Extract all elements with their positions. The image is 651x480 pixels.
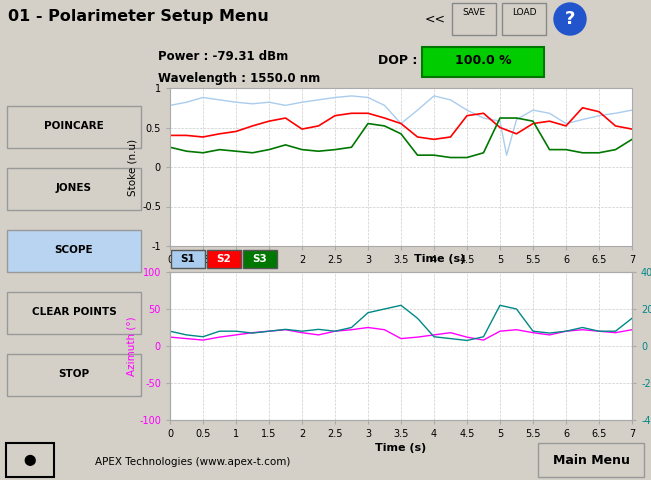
FancyBboxPatch shape [7,230,141,272]
FancyBboxPatch shape [243,250,277,268]
Circle shape [554,3,586,35]
FancyBboxPatch shape [207,250,241,268]
Text: SCOPE: SCOPE [55,245,93,255]
Text: DOP :: DOP : [378,53,417,67]
Text: Power : -79.31 dBm: Power : -79.31 dBm [158,50,288,63]
Text: 100.0 %: 100.0 % [454,53,511,67]
FancyBboxPatch shape [6,443,54,477]
FancyBboxPatch shape [7,354,141,396]
Text: LOAD: LOAD [512,8,536,17]
Text: JONES: JONES [56,183,92,193]
FancyBboxPatch shape [422,47,544,77]
Text: Time (s): Time (s) [415,254,465,264]
FancyBboxPatch shape [452,3,496,35]
FancyBboxPatch shape [7,106,141,148]
Text: S2: S2 [217,254,231,264]
Text: SAVE: SAVE [462,8,486,17]
Y-axis label: Stoke (n.u): Stoke (n.u) [128,138,138,195]
Text: ⬤: ⬤ [23,455,36,466]
Text: Main Menu: Main Menu [553,454,630,467]
Text: STOP: STOP [59,369,90,379]
Text: ?: ? [565,10,575,28]
FancyBboxPatch shape [502,3,546,35]
FancyBboxPatch shape [7,168,141,210]
Text: 01 - Polarimeter Setup Menu: 01 - Polarimeter Setup Menu [8,9,269,24]
FancyBboxPatch shape [171,250,205,268]
FancyBboxPatch shape [7,292,141,334]
Text: APEX Technologies (www.apex-t.com): APEX Technologies (www.apex-t.com) [95,457,290,467]
Text: POINCARE: POINCARE [44,121,104,131]
Text: S3: S3 [253,254,268,264]
Text: CLEAR POINTS: CLEAR POINTS [32,307,117,317]
Y-axis label: Azimuth (°): Azimuth (°) [126,316,136,376]
FancyBboxPatch shape [538,443,644,477]
Text: S1: S1 [180,254,195,264]
Text: <<: << [424,12,445,25]
X-axis label: Time (s): Time (s) [376,443,426,453]
Text: Wavelength : 1550.0 nm: Wavelength : 1550.0 nm [158,72,320,85]
